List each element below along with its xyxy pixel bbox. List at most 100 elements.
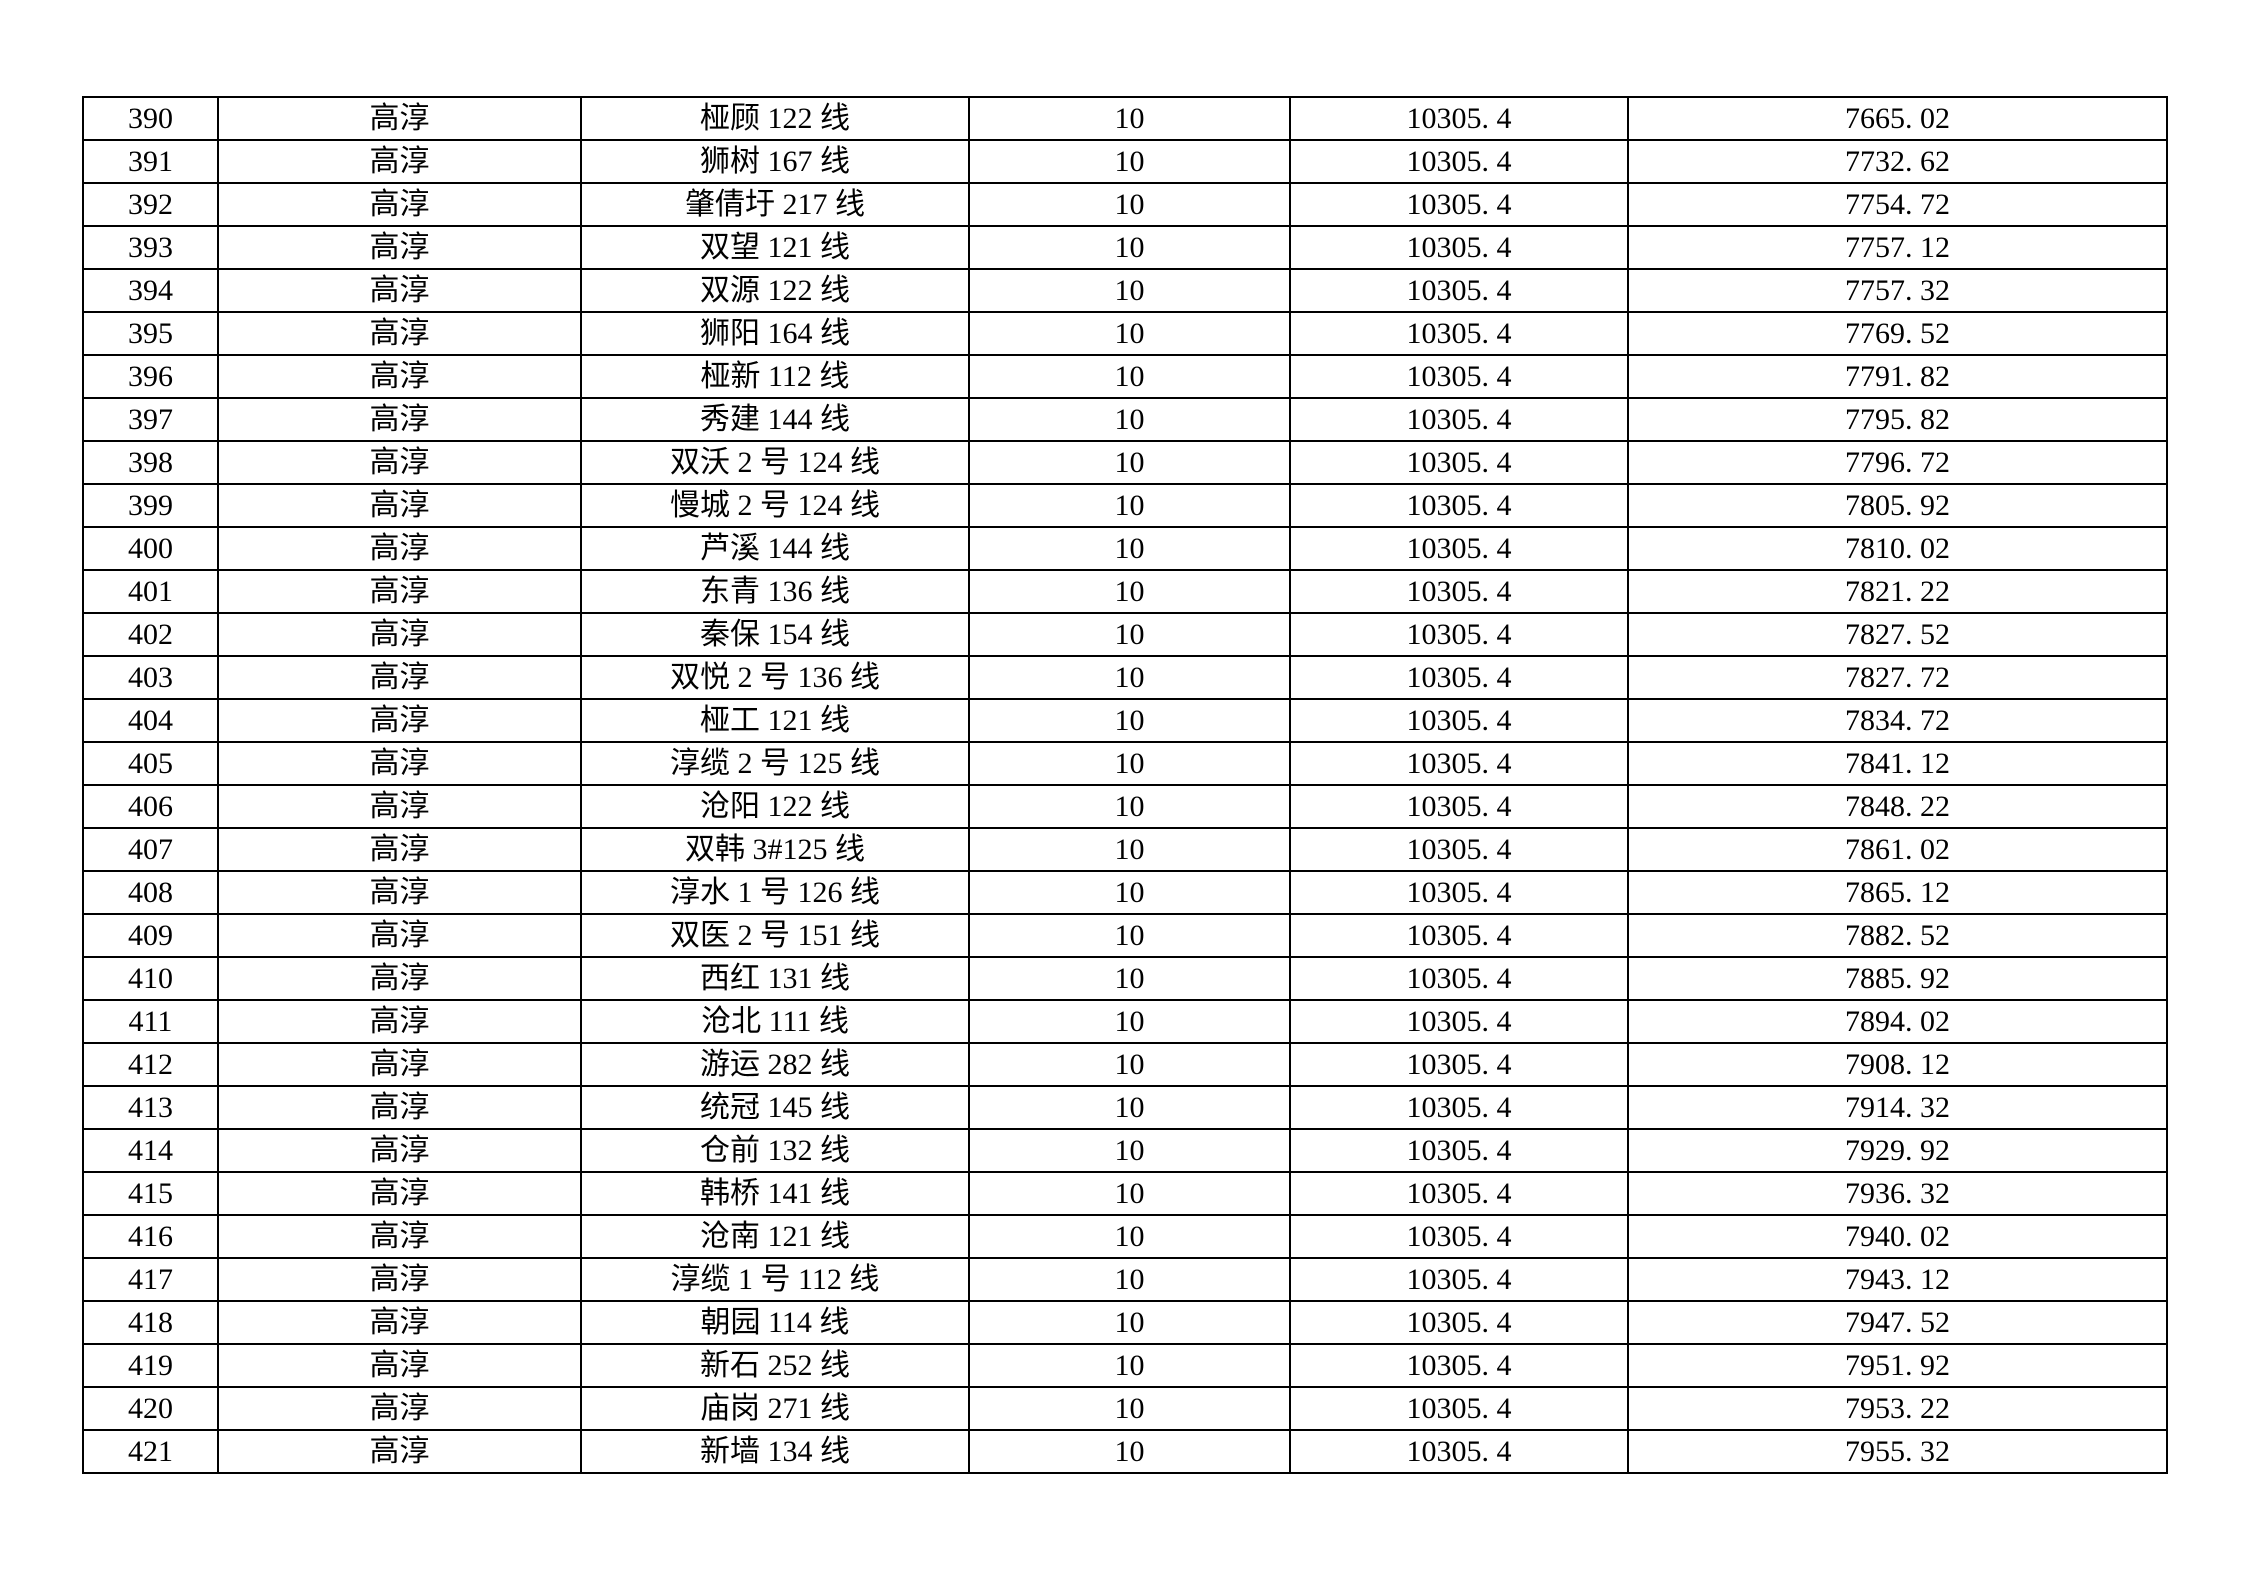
cell-value-b: 10305. 4: [1289, 1171, 1629, 1216]
table-row: 410 高淳 西红 131 线 10 10305. 4 7885. 92: [82, 956, 2168, 1001]
cell-seq-number: 406: [82, 784, 219, 829]
cell-line-name: 仓前 132 线: [580, 1128, 970, 1173]
cell-seq-number: 410: [82, 956, 219, 1001]
table-row: 395 高淳 狮阳 164 线 10 10305. 4 7769. 52: [82, 311, 2168, 356]
cell-value-b: 10305. 4: [1289, 741, 1629, 786]
cell-value-b: 10305. 4: [1289, 655, 1629, 700]
cell-value-b: 10305. 4: [1289, 225, 1629, 270]
cell-seq-number: 416: [82, 1214, 219, 1259]
cell-value-c: 7796. 72: [1627, 440, 2168, 485]
cell-line-name: 狮树 167 线: [580, 139, 970, 184]
cell-seq-number: 399: [82, 483, 219, 528]
cell-value-c: 7882. 52: [1627, 913, 2168, 958]
cell-value-b: 10305. 4: [1289, 827, 1629, 872]
cell-seq-number: 393: [82, 225, 219, 270]
table-row: 407 高淳 双韩 3#125 线 10 10305. 4 7861. 02: [82, 827, 2168, 872]
cell-value-c: 7791. 82: [1627, 354, 2168, 399]
cell-line-name: 淳水 1 号 126 线: [580, 870, 970, 915]
table-row: 406 高淳 沧阳 122 线 10 10305. 4 7848. 22: [82, 784, 2168, 829]
table-row: 396 高淳 桠新 112 线 10 10305. 4 7791. 82: [82, 354, 2168, 399]
cell-line-name: 芦溪 144 线: [580, 526, 970, 571]
cell-value-a: 10: [968, 440, 1291, 485]
cell-value-c: 7953. 22: [1627, 1386, 2168, 1431]
cell-seq-number: 413: [82, 1085, 219, 1130]
table-row: 420 高淳 庙岗 271 线 10 10305. 4 7953. 22: [82, 1386, 2168, 1431]
cell-region: 高淳: [217, 698, 582, 743]
cell-region: 高淳: [217, 1257, 582, 1302]
cell-value-b: 10305. 4: [1289, 139, 1629, 184]
cell-value-c: 7955. 32: [1627, 1429, 2168, 1474]
cell-seq-number: 420: [82, 1386, 219, 1431]
cell-value-a: 10: [968, 1085, 1291, 1130]
cell-value-a: 10: [968, 225, 1291, 270]
cell-value-c: 7914. 32: [1627, 1085, 2168, 1130]
cell-line-name: 桠新 112 线: [580, 354, 970, 399]
table-row: 402 高淳 秦保 154 线 10 10305. 4 7827. 52: [82, 612, 2168, 657]
cell-seq-number: 414: [82, 1128, 219, 1173]
cell-value-a: 10: [968, 913, 1291, 958]
cell-line-name: 桠工 121 线: [580, 698, 970, 743]
cell-region: 高淳: [217, 1386, 582, 1431]
cell-value-b: 10305. 4: [1289, 1257, 1629, 1302]
cell-line-name: 庙岗 271 线: [580, 1386, 970, 1431]
cell-value-c: 7805. 92: [1627, 483, 2168, 528]
cell-region: 高淳: [217, 1128, 582, 1173]
cell-value-b: 10305. 4: [1289, 1042, 1629, 1087]
cell-value-c: 7732. 62: [1627, 139, 2168, 184]
table-body: 390 高淳 桠顾 122 线 10 10305. 4 7665. 02 391…: [82, 96, 2168, 1474]
cell-value-a: 10: [968, 139, 1291, 184]
cell-value-b: 10305. 4: [1289, 999, 1629, 1044]
table-row: 417 高淳 淳缆 1 号 112 线 10 10305. 4 7943. 12: [82, 1257, 2168, 1302]
cell-region: 高淳: [217, 268, 582, 313]
cell-value-a: 10: [968, 354, 1291, 399]
cell-value-a: 10: [968, 1042, 1291, 1087]
cell-value-b: 10305. 4: [1289, 268, 1629, 313]
table-row: 409 高淳 双医 2 号 151 线 10 10305. 4 7882. 52: [82, 913, 2168, 958]
table-row: 391 高淳 狮树 167 线 10 10305. 4 7732. 62: [82, 139, 2168, 184]
cell-region: 高淳: [217, 569, 582, 614]
cell-line-name: 双医 2 号 151 线: [580, 913, 970, 958]
power-line-table: 390 高淳 桠顾 122 线 10 10305. 4 7665. 02 391…: [82, 96, 2168, 1474]
cell-value-a: 10: [968, 526, 1291, 571]
cell-region: 高淳: [217, 827, 582, 872]
cell-value-b: 10305. 4: [1289, 1386, 1629, 1431]
cell-value-b: 10305. 4: [1289, 1085, 1629, 1130]
table-row: 412 高淳 游运 282 线 10 10305. 4 7908. 12: [82, 1042, 2168, 1087]
cell-seq-number: 400: [82, 526, 219, 571]
table-row: 418 高淳 朝园 114 线 10 10305. 4 7947. 52: [82, 1300, 2168, 1345]
table-row: 405 高淳 淳缆 2 号 125 线 10 10305. 4 7841. 12: [82, 741, 2168, 786]
cell-value-a: 10: [968, 1171, 1291, 1216]
cell-value-b: 10305. 4: [1289, 1300, 1629, 1345]
cell-value-b: 10305. 4: [1289, 698, 1629, 743]
cell-value-c: 7757. 32: [1627, 268, 2168, 313]
table-row: 416 高淳 沧南 121 线 10 10305. 4 7940. 02: [82, 1214, 2168, 1259]
cell-value-c: 7841. 12: [1627, 741, 2168, 786]
cell-seq-number: 404: [82, 698, 219, 743]
cell-line-name: 游运 282 线: [580, 1042, 970, 1087]
cell-value-a: 10: [968, 268, 1291, 313]
cell-region: 高淳: [217, 526, 582, 571]
cell-region: 高淳: [217, 913, 582, 958]
cell-region: 高淳: [217, 1300, 582, 1345]
table-row: 411 高淳 沧北 111 线 10 10305. 4 7894. 02: [82, 999, 2168, 1044]
cell-seq-number: 398: [82, 440, 219, 485]
table-row: 403 高淳 双悦 2 号 136 线 10 10305. 4 7827. 72: [82, 655, 2168, 700]
cell-line-name: 双悦 2 号 136 线: [580, 655, 970, 700]
cell-seq-number: 408: [82, 870, 219, 915]
table-row: 421 高淳 新墙 134 线 10 10305. 4 7955. 32: [82, 1429, 2168, 1474]
cell-value-c: 7827. 52: [1627, 612, 2168, 657]
cell-region: 高淳: [217, 1214, 582, 1259]
cell-value-c: 7848. 22: [1627, 784, 2168, 829]
cell-value-a: 10: [968, 1214, 1291, 1259]
cell-seq-number: 417: [82, 1257, 219, 1302]
cell-value-a: 10: [968, 311, 1291, 356]
cell-value-b: 10305. 4: [1289, 526, 1629, 571]
cell-value-c: 7665. 02: [1627, 96, 2168, 141]
cell-value-c: 7929. 92: [1627, 1128, 2168, 1173]
cell-region: 高淳: [217, 1085, 582, 1130]
cell-region: 高淳: [217, 354, 582, 399]
cell-value-c: 7943. 12: [1627, 1257, 2168, 1302]
cell-line-name: 肇倩圩 217 线: [580, 182, 970, 227]
cell-value-a: 10: [968, 1343, 1291, 1388]
cell-value-b: 10305. 4: [1289, 397, 1629, 442]
